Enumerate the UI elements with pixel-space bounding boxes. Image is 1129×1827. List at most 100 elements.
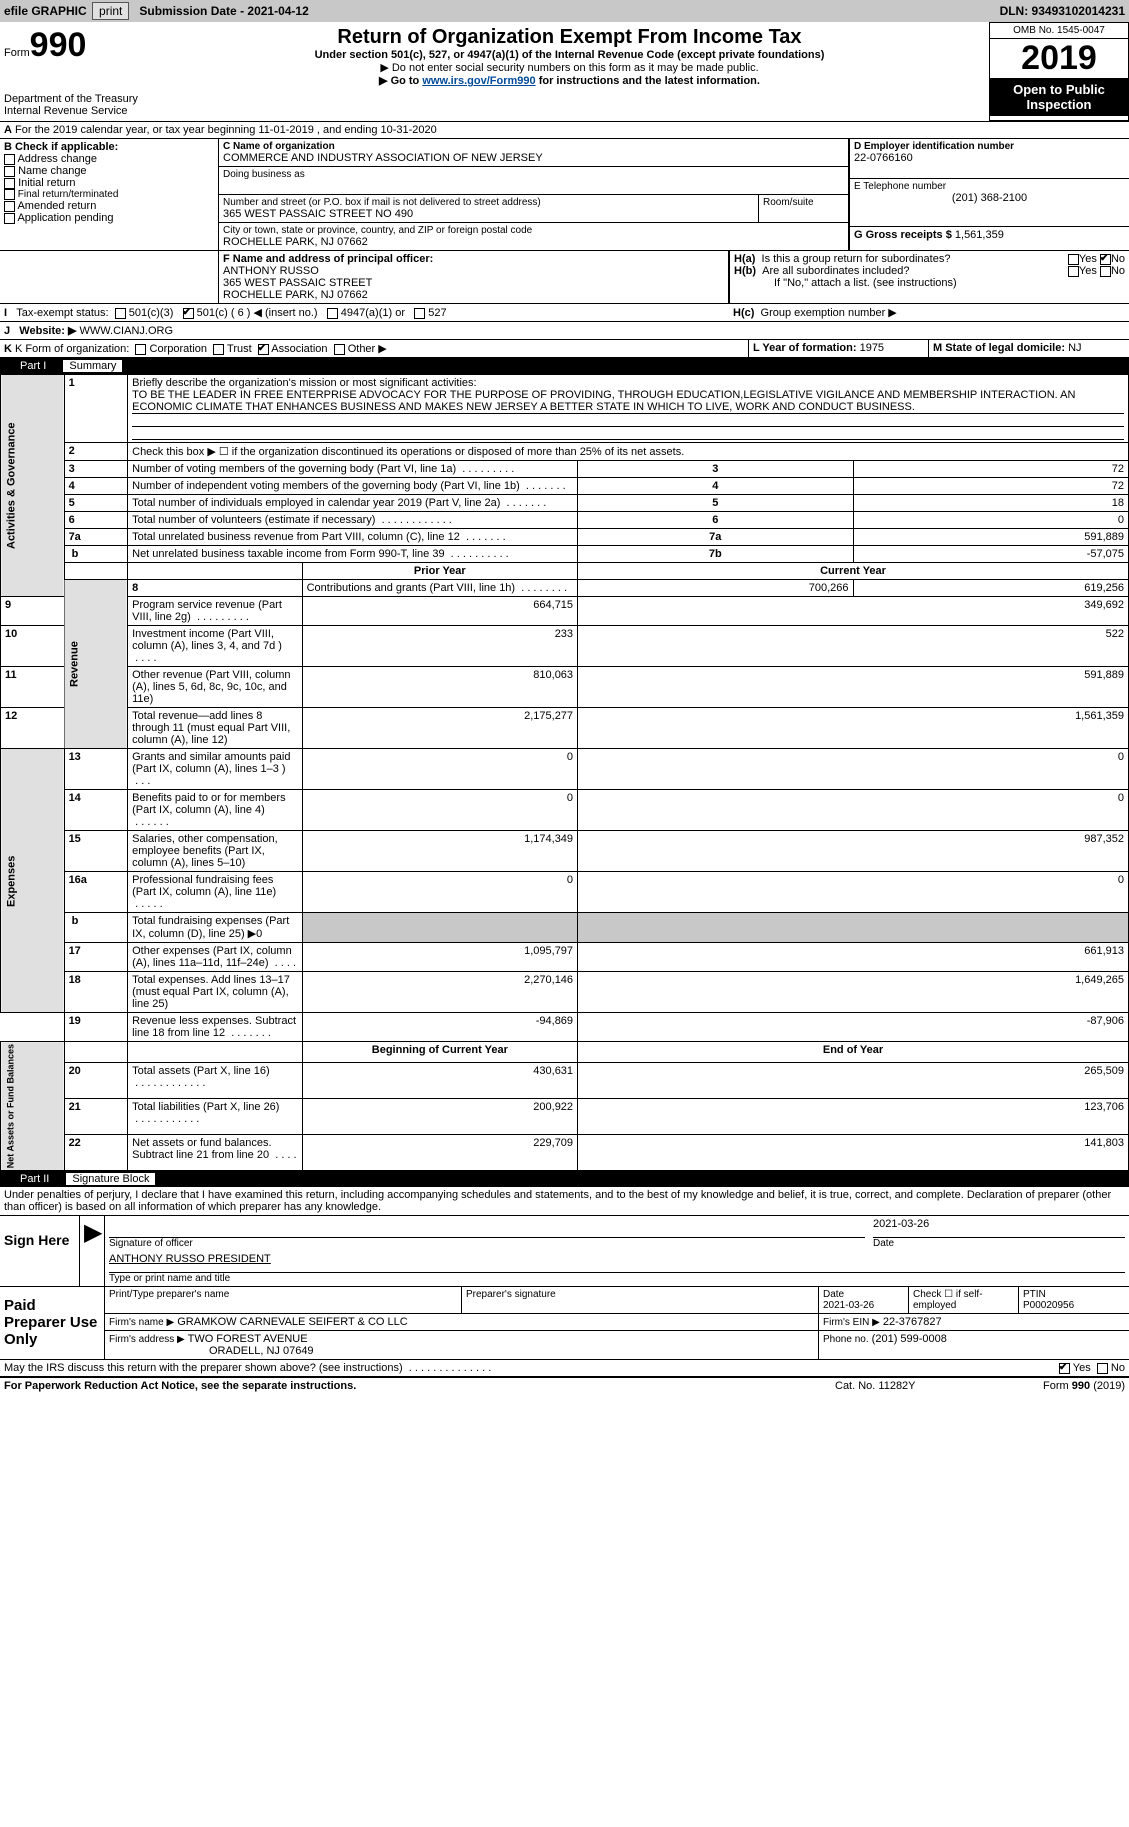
vert-expenses: Expenses [1, 749, 65, 1013]
omb-label: OMB No. 1545-0047 [990, 23, 1128, 39]
form-footer: Form 990 (2019) [985, 1380, 1125, 1392]
line6-text: Total number of volunteers (estimate if … [128, 512, 578, 529]
dept-label: Department of the TreasuryInternal Reven… [4, 93, 146, 117]
website: WWW.CIANJ.ORG [80, 325, 174, 337]
print-button[interactable]: print [92, 2, 129, 20]
ein: 22-0766160 [854, 152, 1125, 164]
declaration: Under penalties of perjury, I declare th… [0, 1187, 1129, 1216]
eoy-header: End of Year [578, 1042, 1129, 1063]
line14-text: Benefits paid to or for members (Part IX… [128, 790, 302, 831]
mission-text: TO BE THE LEADER IN FREE ENTERPRISE ADVO… [132, 389, 1075, 413]
subtitle: Under section 501(c), 527, or 4947(a)(1)… [154, 49, 985, 61]
officer-addr2: ROCHELLE PARK, NJ 07662 [223, 289, 724, 301]
line-k: K K Form of organization: Corporation Tr… [0, 340, 749, 357]
instructions-link[interactable]: www.irs.gov/Form990 [422, 75, 535, 87]
line22-text: Net assets or fund balances. Subtract li… [128, 1135, 302, 1171]
sig-label: Signature of officer [109, 1238, 865, 1249]
pp-sig-label: Preparer's signature [462, 1287, 819, 1313]
phone: (201) 368-2100 [854, 192, 1125, 204]
section-h: H(a) Is this a group return for subordin… [729, 251, 1129, 303]
line7a-text: Total unrelated business revenue from Pa… [128, 529, 578, 546]
discuss-line: May the IRS discuss this return with the… [0, 1360, 1129, 1378]
top-bar: efile GRAPHIC print Submission Date - 20… [0, 0, 1129, 22]
line-l: L Year of formation: 1975 [749, 340, 929, 357]
section-c: C Name of organization COMMERCE AND INDU… [218, 139, 849, 250]
section-b: B Check if applicable: Address change Na… [0, 139, 218, 250]
addr-label: Number and street (or P.O. box if mail i… [223, 197, 754, 208]
h-note: If "No," attach a list. (see instruction… [734, 277, 1125, 289]
line12-text: Total revenue—add lines 8 through 11 (mu… [128, 708, 302, 749]
line9-text: Program service revenue (Part VIII, line… [128, 597, 302, 626]
section-right: D Employer identification number 22-0766… [849, 139, 1129, 250]
line10-text: Investment income (Part VIII, column (A)… [128, 626, 302, 667]
date-label: Date [873, 1238, 1125, 1249]
line4-text: Number of independent voting members of … [128, 478, 578, 495]
line16b-text: Total fundraising expenses (Part IX, col… [128, 913, 302, 943]
line5-val: 18 [853, 495, 1129, 512]
line15-text: Salaries, other compensation, employee b… [128, 831, 302, 872]
mission-label: Briefly describe the organization's miss… [132, 377, 476, 389]
g-label: G Gross receipts $ [854, 229, 952, 241]
dln-label: DLN: 93493102014231 [1000, 4, 1125, 18]
e-label: E Telephone number [854, 181, 1125, 192]
firm-name: GRAMKOW CARNEVALE SEIFERT & CO LLC [177, 1316, 407, 1328]
section-f: F Name and address of principal officer:… [218, 251, 729, 303]
b-opt-pending: Application pending [4, 212, 214, 224]
prior-header: Prior Year [302, 563, 577, 580]
line8-text: Contributions and grants (Part VIII, lin… [302, 580, 577, 597]
line13-text: Grants and similar amounts paid (Part IX… [128, 749, 302, 790]
line8-current: 619,256 [853, 580, 1129, 597]
paid-label: Paid Preparer Use Only [0, 1287, 105, 1359]
cat-no: Cat. No. 11282Y [835, 1380, 985, 1392]
firm-phone: (201) 599-0008 [872, 1333, 947, 1345]
line-j: J Website: ▶ WWW.CIANJ.ORG [4, 324, 173, 337]
f-label: F Name and address of principal officer: [223, 253, 724, 265]
self-emp: Check ☐ if self-employed [909, 1287, 1019, 1313]
b-opt-final: Final return/terminated [4, 189, 214, 200]
addr: 365 WEST PASSAIC STREET NO 490 [223, 208, 754, 220]
tax-year: For the 2019 calendar year, or tax year … [15, 124, 437, 136]
line2: Check this box ▶ ☐ if the organization d… [128, 443, 1129, 461]
note1: ▶ Do not enter social security numbers o… [154, 61, 985, 74]
line7a-val: 591,889 [853, 529, 1129, 546]
note2: ▶ Go to www.irs.gov/Form990 for instruct… [154, 74, 985, 87]
d-label: D Employer identification number [854, 141, 1125, 152]
officer-addr1: 365 WEST PASSAIC STREET [223, 277, 724, 289]
main-title: Return of Organization Exempt From Incom… [154, 26, 985, 49]
b-opt-initial: Initial return [4, 177, 214, 189]
sign-date: 2021-03-26 [873, 1218, 1125, 1238]
org-name: COMMERCE AND INDUSTRY ASSOCIATION OF NEW… [223, 152, 844, 164]
firm-ein: 22-3767827 [883, 1316, 942, 1328]
line17-text: Other expenses (Part IX, column (A), lin… [128, 943, 302, 972]
ha-label: Is this a group return for subordinates? [762, 253, 951, 265]
year-box: OMB No. 1545-0047 2019 Open to Public In… [989, 22, 1129, 121]
b-opt-name: Name change [4, 165, 214, 177]
line6-val: 0 [853, 512, 1129, 529]
b-label: B Check if applicable: [4, 141, 214, 153]
vert-revenue: Revenue [64, 580, 128, 749]
dba-label: Doing business as [223, 169, 844, 180]
line7b-val: -57,075 [853, 546, 1129, 563]
firm-addr2: ORADELL, NJ 07649 [209, 1345, 314, 1357]
form-label: Form [4, 47, 30, 59]
line3-val: 72 [853, 461, 1129, 478]
hc: H(c) Group exemption number ▶ [725, 306, 1125, 319]
line21-text: Total liabilities (Part X, line 26) . . … [128, 1099, 302, 1135]
current-header: Current Year [578, 563, 1129, 580]
year: 2019 [990, 39, 1128, 78]
line-i: I Tax-exempt status: 501(c)(3) 501(c) ( … [4, 306, 725, 319]
ptin: P00020956 [1023, 1300, 1074, 1311]
officer-name: ANTHONY RUSSO [223, 265, 724, 277]
b-opt-amended: Amended return [4, 200, 214, 212]
form-header: Form990 Department of the TreasuryIntern… [0, 22, 1129, 122]
line19-text: Revenue less expenses. Subtract line 18 … [128, 1013, 302, 1042]
officer-signed: ANTHONY RUSSO PRESIDENT [109, 1253, 1125, 1273]
c-name-label: C Name of organization [223, 141, 844, 152]
efile-label: efile GRAPHIC [4, 4, 87, 18]
hb-label: Are all subordinates included? [762, 265, 909, 277]
b-opt-address: Address change [4, 153, 214, 165]
line11-text: Other revenue (Part VIII, column (A), li… [128, 667, 302, 708]
city-label: City or town, state or province, country… [223, 225, 844, 236]
gross-receipts: 1,561,359 [955, 229, 1004, 241]
line8-prior: 700,266 [578, 580, 853, 597]
